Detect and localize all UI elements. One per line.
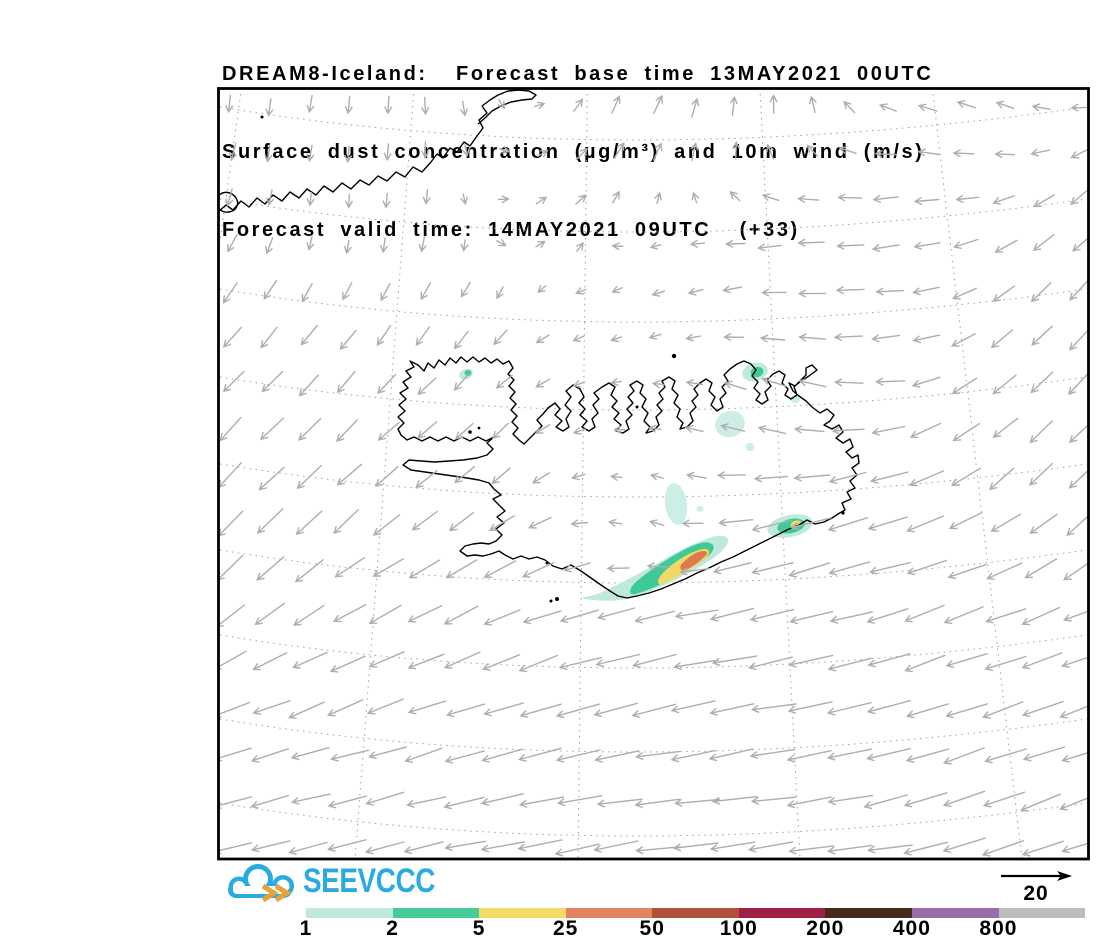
- title-line-1: DREAM8-Iceland: Forecast base time 13MAY…: [222, 63, 934, 85]
- page-title: DREAM8-Iceland: Forecast base time 13MAY…: [222, 9, 933, 295]
- colorbar-tick-label: 1: [299, 917, 313, 940]
- title-line-2: Surface dust concentration (µg/m³) and 1…: [222, 141, 925, 163]
- dust-concentration-colorbar: [306, 908, 1086, 918]
- colorbar-segment: [479, 908, 566, 918]
- colorbar-segment: [392, 908, 480, 918]
- colorbar-segment: [911, 908, 999, 918]
- colorbar-tick-labels: 1 2 5 25 50 100 200 400 800: [0, 917, 1107, 943]
- wind-reference-label: 20: [1023, 882, 1049, 905]
- colorbar-segment: [652, 908, 739, 918]
- colorbar-tick-label: 25: [552, 917, 579, 940]
- seevccc-cloud-icon: [228, 864, 294, 903]
- logo-chevron-icon: [261, 883, 292, 903]
- colorbar-tick-label: 100: [719, 917, 758, 940]
- title-line-3: Forecast valid time: 14MAY2021 09UTC (+3…: [222, 219, 800, 241]
- coastlines: [219, 89, 860, 603]
- colorbar-tick-label: 50: [639, 917, 665, 940]
- colorbar-tick-label: 2: [386, 917, 399, 940]
- colorbar-tick-label: 5: [472, 917, 486, 940]
- graticule-grid: [219, 89, 1088, 858]
- map-frame-border: [217, 87, 1090, 861]
- dust-concentration-plumes: [459, 362, 813, 601]
- colorbar-tick-label: 200: [806, 917, 845, 940]
- colorbar-tick-label: 800: [979, 917, 1018, 940]
- colorbar-tick-label: 400: [892, 917, 931, 940]
- logo-text: SEEVCCC: [303, 862, 435, 900]
- colorbar-segment: [306, 908, 393, 918]
- colorbar-segment: [738, 908, 826, 918]
- wind-reference-arrow: [1001, 871, 1072, 881]
- wind-vector-field: [219, 94, 1088, 857]
- colorbar-segment: [825, 908, 912, 918]
- colorbar-segment: [998, 908, 1086, 918]
- colorbar-segment: [565, 908, 653, 918]
